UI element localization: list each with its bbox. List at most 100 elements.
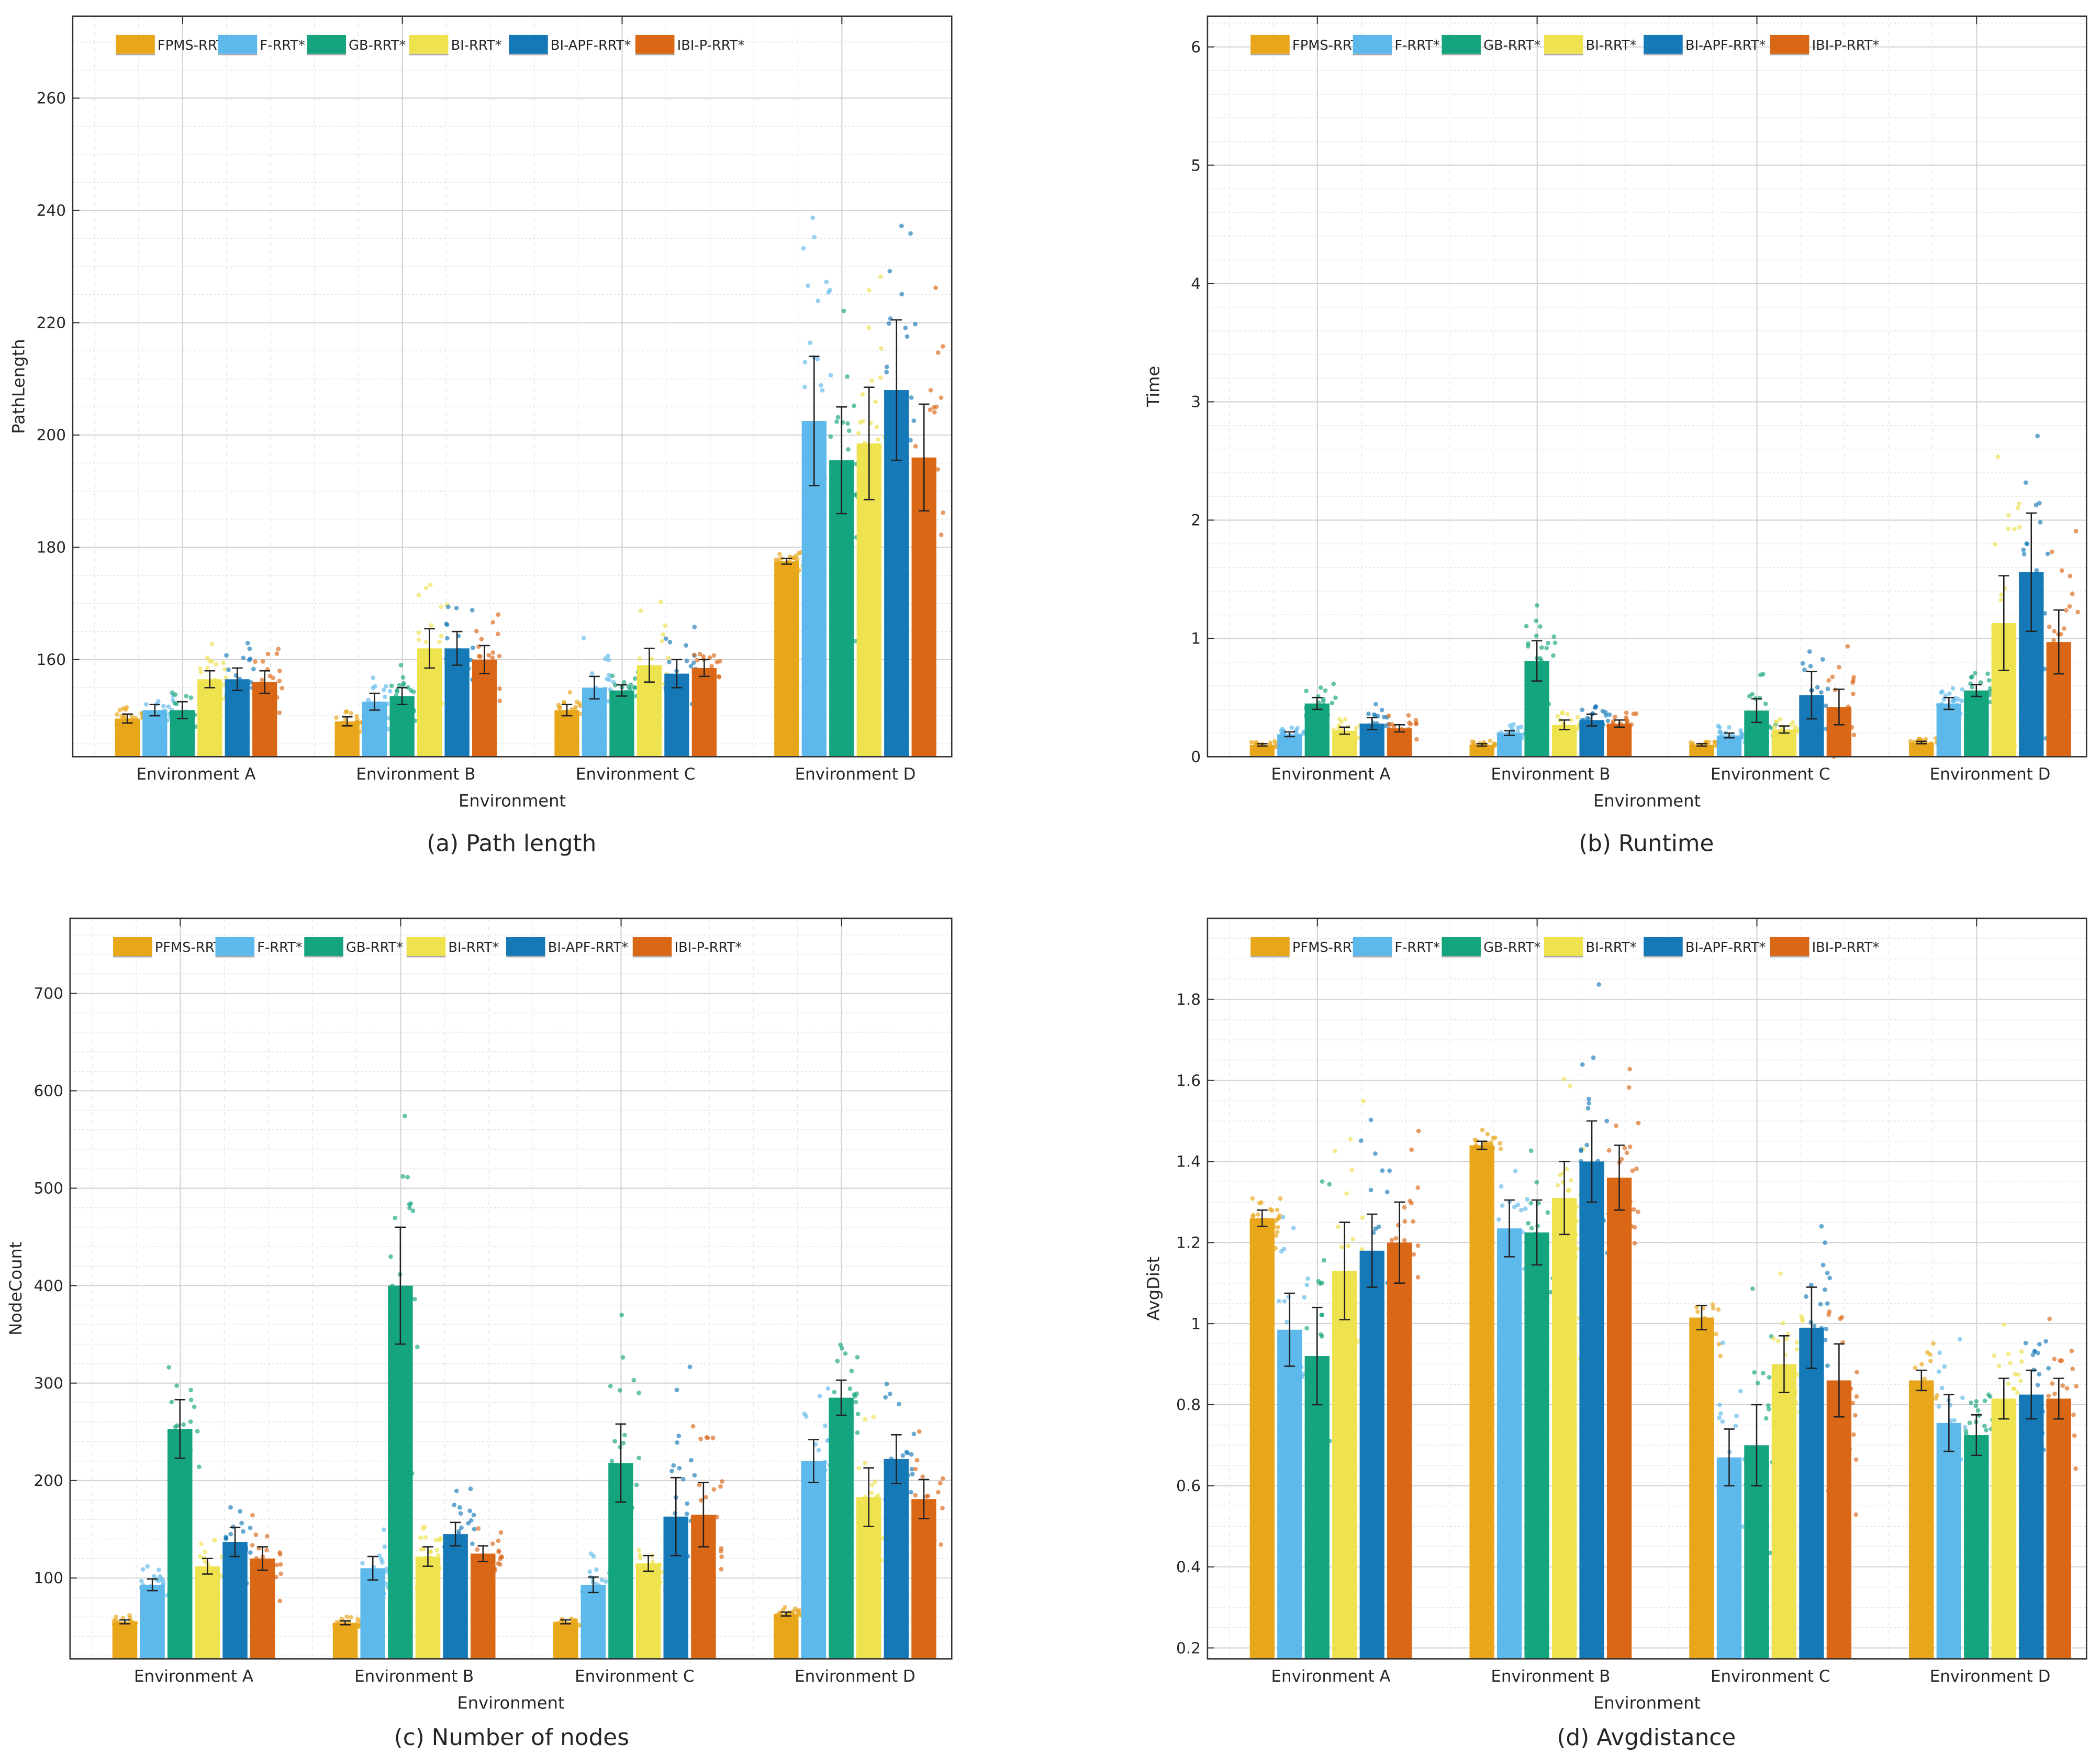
data-point xyxy=(1744,1482,1748,1487)
data-point xyxy=(1606,1148,1612,1153)
data-point xyxy=(1720,1419,1725,1424)
x-tick-label: Environment A xyxy=(137,765,256,784)
data-point xyxy=(2042,667,2047,672)
data-point xyxy=(908,438,913,443)
data-point xyxy=(1853,1512,1858,1517)
data-point xyxy=(1825,686,1830,691)
data-point xyxy=(1393,1236,1399,1241)
bar xyxy=(1606,1178,1632,1659)
data-point xyxy=(2040,1409,2045,1414)
data-point xyxy=(941,510,946,515)
data-point xyxy=(117,708,122,713)
data-point xyxy=(692,625,697,629)
data-point xyxy=(1748,732,1753,738)
data-point xyxy=(242,687,247,692)
data-point xyxy=(183,709,188,714)
data-point xyxy=(1537,1281,1542,1286)
data-point xyxy=(1539,658,1544,663)
y-tick-label: 400 xyxy=(33,1277,63,1295)
data-point xyxy=(1793,1390,1798,1395)
data-point xyxy=(1928,1359,1933,1363)
data-point xyxy=(605,676,610,682)
data-point xyxy=(481,1553,486,1558)
data-point xyxy=(1323,688,1328,693)
data-point xyxy=(1778,717,1783,722)
data-point xyxy=(1819,1326,1824,1331)
data-point xyxy=(1339,1245,1344,1250)
data-point xyxy=(1950,698,1955,704)
data-point xyxy=(264,1548,269,1553)
data-point xyxy=(445,1554,450,1560)
data-point xyxy=(825,1438,830,1443)
data-point xyxy=(1532,690,1537,695)
data-point xyxy=(621,680,627,685)
data-point xyxy=(2024,602,2029,606)
x-tick-label: Environment B xyxy=(1491,765,1610,784)
y-tick-label: 240 xyxy=(37,202,66,219)
data-point xyxy=(1749,738,1753,743)
data-point xyxy=(450,1535,455,1540)
data-point xyxy=(1851,1432,1856,1437)
data-point xyxy=(1627,1067,1633,1072)
data-point xyxy=(1719,1489,1725,1494)
data-point xyxy=(2030,1352,2036,1357)
data-point xyxy=(644,1577,649,1582)
data-point xyxy=(371,1585,376,1591)
data-point xyxy=(903,325,908,330)
data-point xyxy=(205,687,210,693)
legend-swatch xyxy=(116,35,155,54)
data-point xyxy=(835,415,841,420)
data-point xyxy=(203,1549,208,1554)
data-point xyxy=(924,1494,929,1499)
data-point xyxy=(1387,727,1392,731)
data-point xyxy=(1564,1167,1569,1171)
data-point xyxy=(832,625,837,629)
data-point xyxy=(1766,1407,1771,1412)
data-point xyxy=(624,1470,629,1475)
data-point xyxy=(1406,713,1411,718)
data-point xyxy=(622,1432,627,1438)
data-point xyxy=(709,686,714,691)
data-point xyxy=(192,713,197,717)
data-point xyxy=(1916,1411,1922,1416)
y-tick-label: 5 xyxy=(1191,157,1201,174)
data-point xyxy=(913,1467,918,1472)
data-point xyxy=(1912,1390,1917,1395)
data-point xyxy=(1711,1306,1716,1311)
data-point xyxy=(371,1564,376,1570)
data-point xyxy=(1488,1144,1493,1149)
data-point xyxy=(581,1600,586,1605)
bar xyxy=(1799,1327,1824,1659)
data-point xyxy=(1339,734,1344,739)
data-point xyxy=(2038,520,2043,525)
x-tick-label: Environment B xyxy=(1491,1667,1610,1686)
data-point xyxy=(181,1422,186,1427)
data-point xyxy=(2046,1393,2051,1398)
data-point xyxy=(2053,1443,2058,1448)
data-point xyxy=(1416,1128,1421,1134)
data-point xyxy=(885,1547,890,1552)
data-point xyxy=(1399,1357,1403,1361)
bar xyxy=(1332,730,1357,757)
data-point xyxy=(1257,1201,1262,1206)
data-point xyxy=(601,701,606,706)
data-point xyxy=(496,1561,501,1566)
data-point xyxy=(574,699,579,704)
data-point xyxy=(1387,1168,1392,1173)
data-point xyxy=(1996,1363,2002,1369)
data-point xyxy=(1573,1232,1579,1237)
data-point xyxy=(561,1618,566,1623)
legend-swatch xyxy=(1250,35,1290,54)
data-point xyxy=(1775,1339,1781,1343)
data-point xyxy=(2074,1384,2079,1389)
data-point xyxy=(1523,1206,1528,1212)
data-point xyxy=(1740,732,1745,737)
data-point xyxy=(1348,1137,1353,1142)
data-point xyxy=(615,1510,620,1515)
bar xyxy=(774,561,799,757)
data-point xyxy=(218,697,223,703)
data-point xyxy=(155,717,161,721)
data-point xyxy=(1337,1281,1342,1286)
data-point xyxy=(1348,738,1353,743)
y-tick-label: 6 xyxy=(1191,38,1201,56)
